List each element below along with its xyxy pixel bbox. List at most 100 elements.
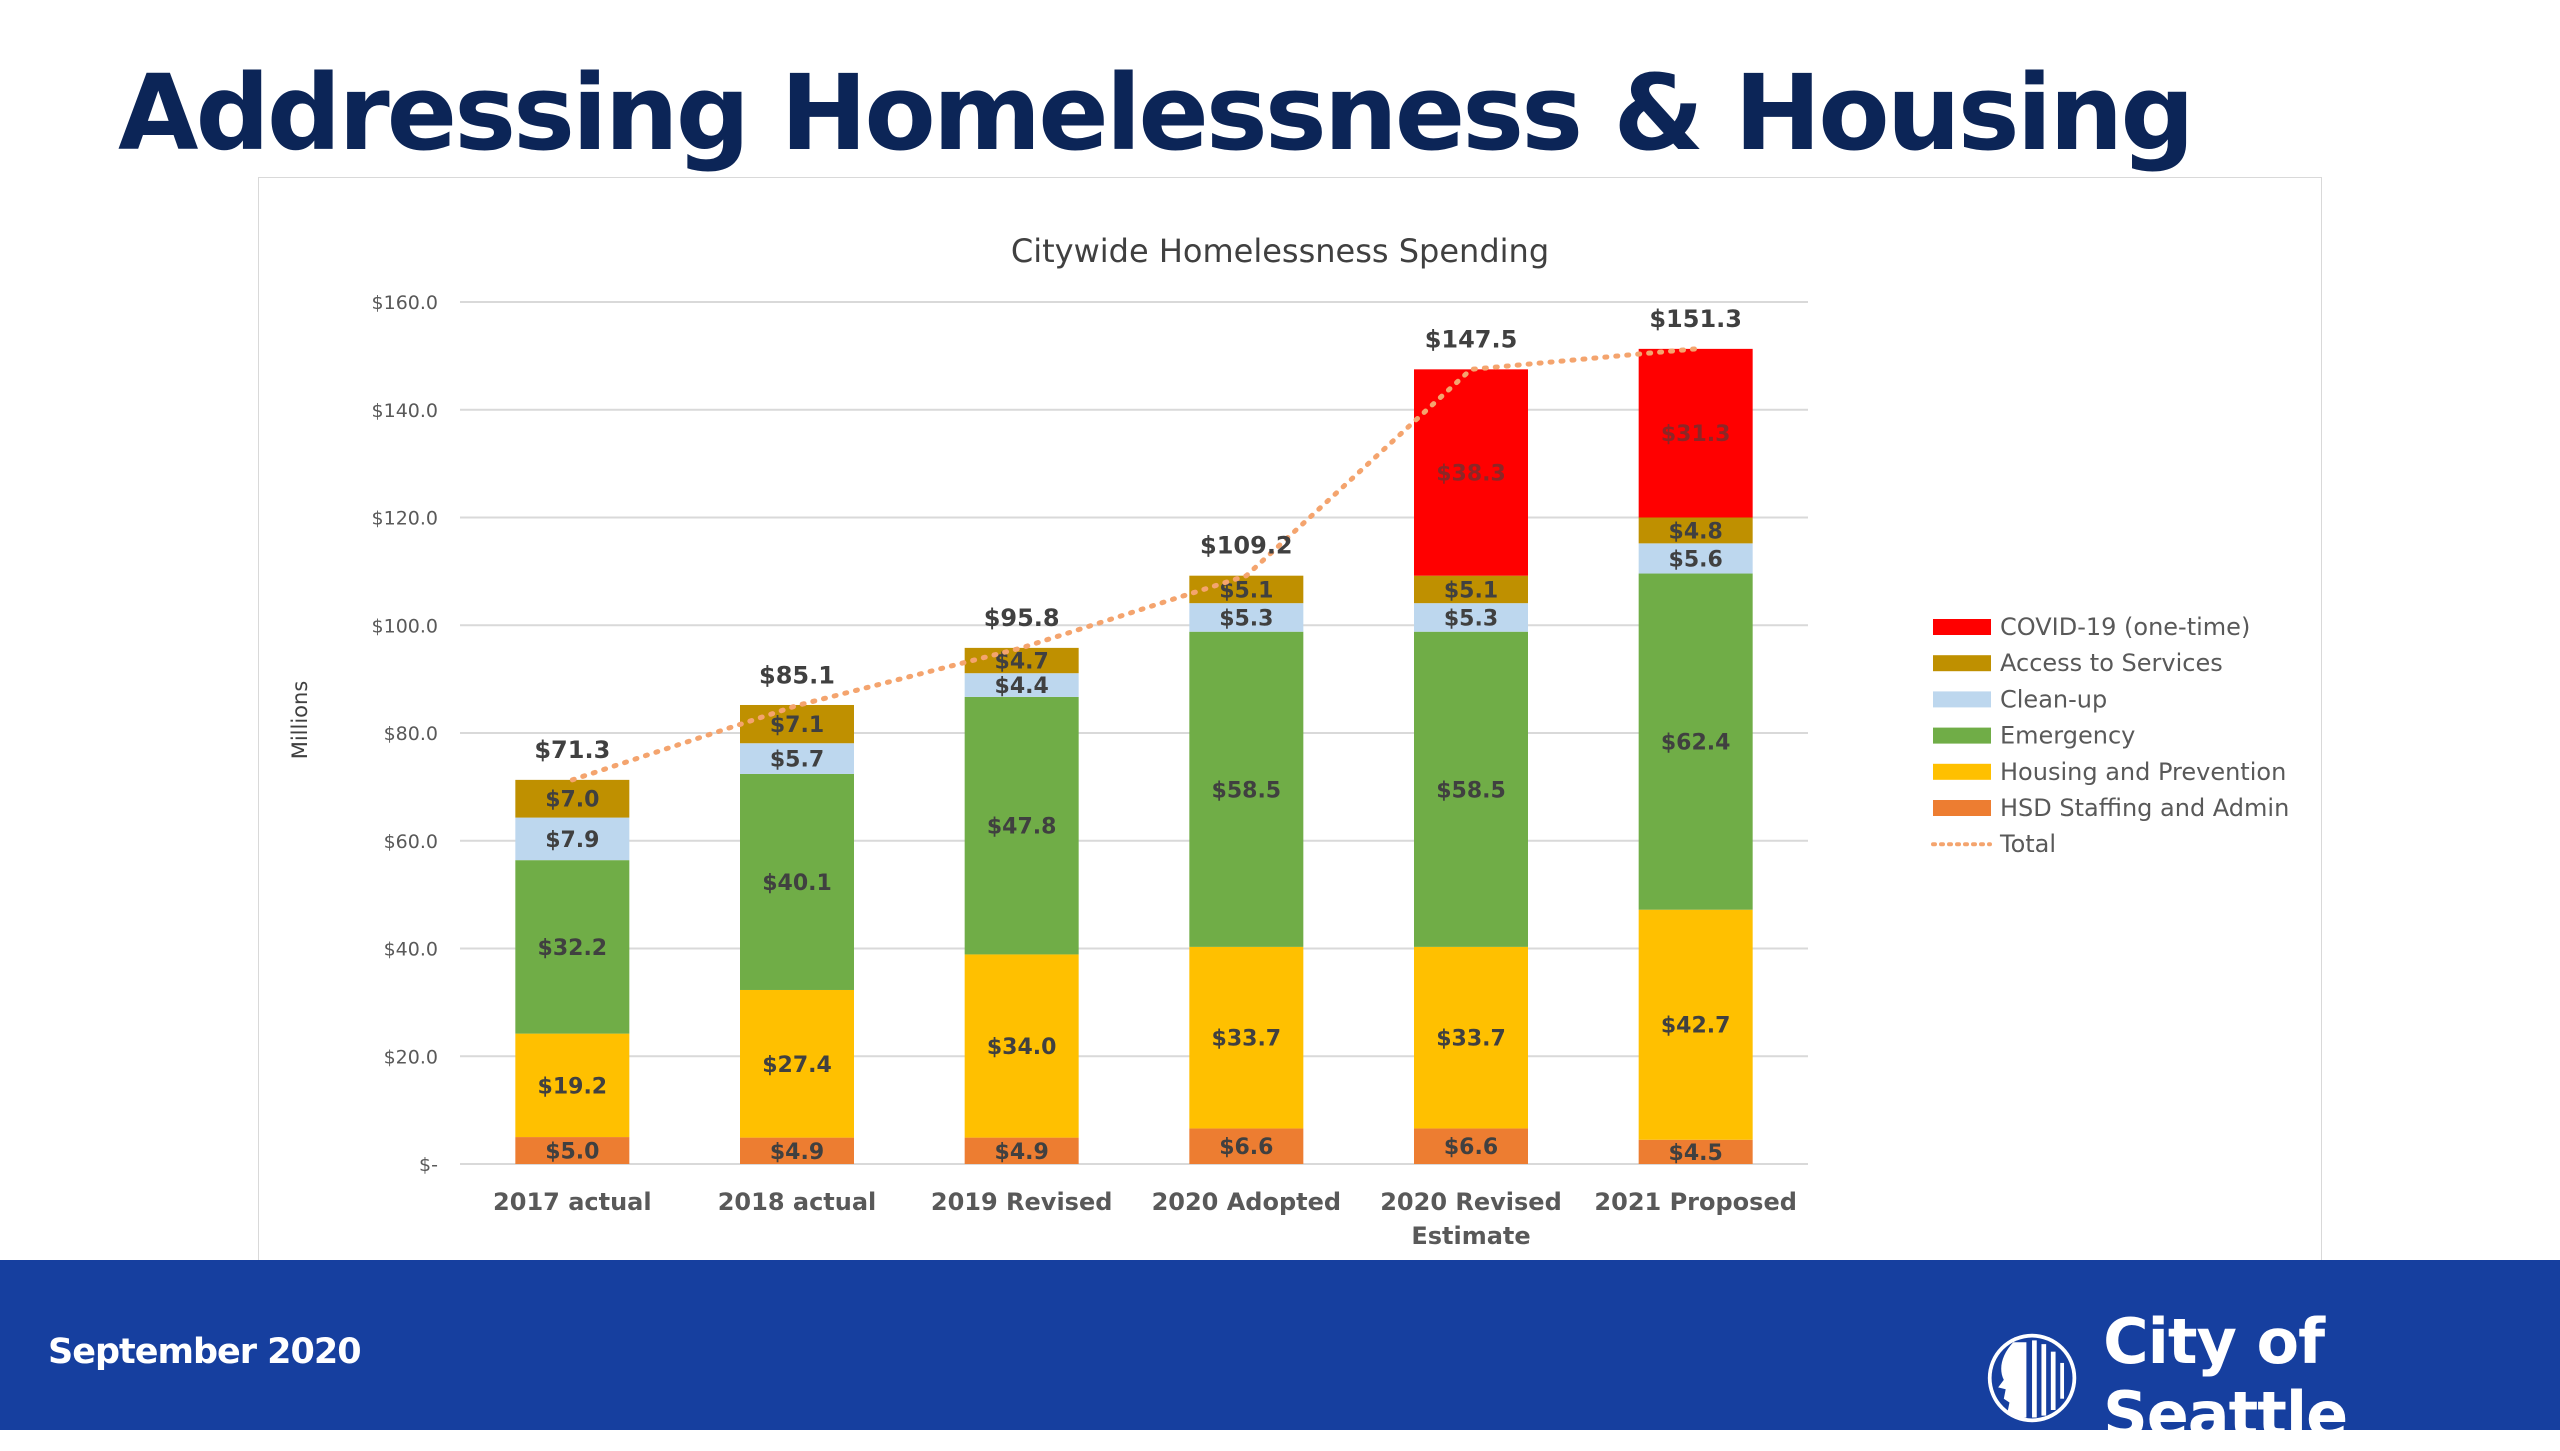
data-label: $7.1 <box>770 713 824 738</box>
x-tick-label: 2021 Proposed <box>1594 1188 1796 1216</box>
y-tick-label: $100.0 <box>372 615 438 637</box>
data-label: $5.7 <box>770 748 824 773</box>
legend-swatch <box>1933 800 1991 816</box>
bar-segment <box>515 779 630 818</box>
y-axis-label: Millions <box>288 681 312 760</box>
data-label: $4.8 <box>1669 519 1723 544</box>
total-label: $85.1 <box>759 662 835 690</box>
y-tick-label: $80.0 <box>384 723 438 745</box>
legend-label: Total <box>1999 830 2056 858</box>
data-label: $33.7 <box>1212 1027 1282 1052</box>
data-label: $4.4 <box>995 674 1049 699</box>
data-label: $4.5 <box>1669 1141 1723 1166</box>
chart-title: Citywide Homelessness Spending <box>1011 232 1549 270</box>
bar-segment <box>515 860 630 1034</box>
data-label: $7.0 <box>545 788 599 813</box>
bar-segment <box>1638 909 1753 1140</box>
bar-segment <box>515 1033 630 1138</box>
total-label: $95.8 <box>984 604 1060 632</box>
bar-segment <box>1638 573 1753 910</box>
bar-segment <box>1189 946 1304 1129</box>
x-tick-label: 2019 Revised <box>931 1188 1113 1216</box>
total-label: $71.3 <box>534 736 610 764</box>
legend-label: Emergency <box>2000 722 2135 750</box>
bar-segment <box>1414 1128 1528 1164</box>
legend-swatch <box>1933 763 1991 780</box>
bar-segment <box>1638 517 1753 544</box>
bar-segment <box>515 1137 630 1164</box>
y-tick-label: $- <box>419 1154 438 1176</box>
data-label: $58.5 <box>1436 778 1506 803</box>
x-tick-label: 2018 actual <box>718 1188 877 1216</box>
data-label: $6.6 <box>1219 1135 1273 1160</box>
bar-segment <box>964 1137 1079 1164</box>
data-label: $4.9 <box>770 1140 824 1165</box>
legend-label: Access to Services <box>2000 649 2223 677</box>
data-label: $5.6 <box>1669 547 1723 572</box>
legend-swatch <box>1933 655 1991 672</box>
data-label: $27.4 <box>762 1053 832 1078</box>
data-label: $5.0 <box>545 1140 599 1165</box>
legend-swatch <box>1933 727 1991 744</box>
bar-segment <box>1189 603 1304 632</box>
logo-text: City of Seattle <box>2103 1305 2348 1451</box>
bar-segment <box>1414 603 1528 632</box>
data-label: $62.4 <box>1661 731 1731 756</box>
legend-label: Housing and Prevention <box>2000 758 2286 786</box>
footer: September 2020 City of Seattle <box>0 1260 2560 1451</box>
legend-label: HSD Staffing and Admin <box>2000 794 2289 822</box>
data-label: $4.9 <box>995 1140 1049 1165</box>
bar-segment <box>1638 348 1753 518</box>
data-label: $5.3 <box>1219 606 1273 631</box>
city-logo: City of Seattle <box>1985 1305 2560 1451</box>
data-label: $40.1 <box>762 871 832 896</box>
bar-segment <box>964 696 1079 955</box>
y-tick-label: $140.0 <box>372 400 438 422</box>
total-label: $109.2 <box>1200 532 1293 560</box>
total-line <box>569 346 1699 783</box>
bar-segment <box>515 817 630 861</box>
bar-segment <box>740 989 854 1138</box>
x-tick-label: 2017 actual <box>493 1188 652 1216</box>
y-tick-label: $20.0 <box>384 1046 438 1068</box>
bar-segment <box>1638 543 1753 574</box>
seattle-seal-icon <box>1987 1333 2077 1423</box>
page-title: Addressing Homelessness & Housing <box>118 52 2195 174</box>
bar-segment <box>964 647 1079 674</box>
data-label: $47.8 <box>987 815 1057 840</box>
bar-segment <box>740 773 854 990</box>
data-label: $7.9 <box>545 828 599 853</box>
bar-segment <box>740 1137 854 1164</box>
bar-segment <box>1414 631 1528 947</box>
bar-segment <box>740 704 854 744</box>
data-label: $19.2 <box>538 1074 608 1099</box>
x-tick-label: Estimate <box>1411 1222 1530 1250</box>
data-label: $33.7 <box>1436 1027 1506 1052</box>
data-label: $38.3 <box>1436 462 1506 487</box>
bar-segment <box>1189 631 1304 947</box>
legend-swatch <box>1933 619 1991 635</box>
legend-label: Clean-up <box>2000 685 2107 713</box>
y-tick-label: $60.0 <box>384 831 438 853</box>
bar-segment <box>1414 575 1528 604</box>
bar-segment <box>964 954 1079 1138</box>
bar-segment <box>740 743 854 774</box>
y-tick-label: $160.0 <box>372 292 438 314</box>
y-tick-label: $120.0 <box>372 508 438 530</box>
y-tick-label: $40.0 <box>384 939 438 961</box>
data-label: $32.2 <box>538 936 608 961</box>
footer-date: September 2020 <box>48 1332 362 1372</box>
data-label: $58.5 <box>1212 778 1282 803</box>
bar-segment <box>1414 946 1528 1129</box>
data-label: $34.0 <box>987 1035 1057 1060</box>
total-label: $151.3 <box>1649 305 1742 333</box>
data-label: $42.7 <box>1661 1014 1731 1039</box>
total-label: $147.5 <box>1425 325 1518 353</box>
data-label: $5.1 <box>1444 578 1498 603</box>
bar-segment <box>964 673 1079 697</box>
bar-segment <box>1189 575 1304 604</box>
bar-segment <box>1189 1128 1304 1164</box>
data-label: $5.3 <box>1444 606 1498 631</box>
data-label: $6.6 <box>1444 1135 1498 1160</box>
